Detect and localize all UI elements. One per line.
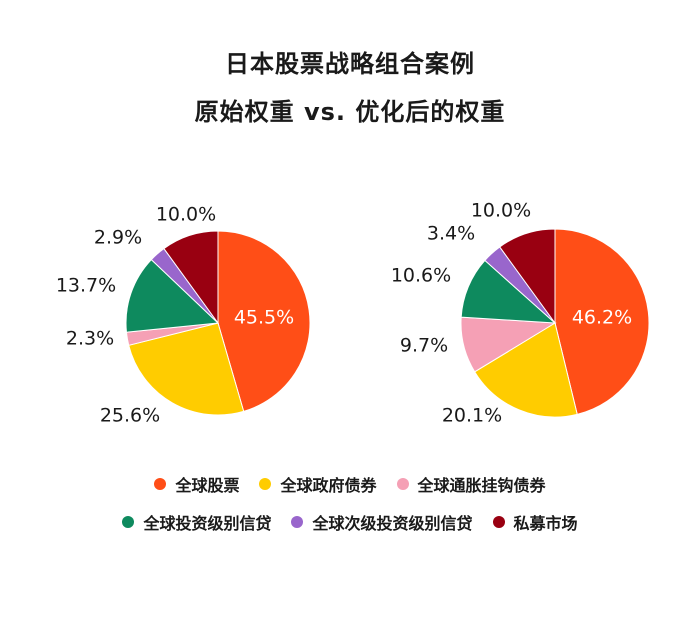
pie1-label-global-sub-ig-credit: 2.9%	[94, 227, 142, 249]
legend-item-private-markets: 私募市场	[492, 510, 578, 534]
pie1-label-global-inflation-linked: 2.3%	[66, 328, 114, 350]
pie2-slice-global-equity	[554, 228, 650, 415]
pie1-slice-global-equity	[217, 230, 311, 412]
legend-item-global-sub-ig-credit: 全球次级投资级别信贷	[291, 510, 473, 534]
legend-swatch	[492, 516, 505, 528]
legend-label: 全球次级投资级别信贷	[312, 514, 473, 533]
pie1-label-global-gov-bonds: 25.6%	[100, 405, 160, 427]
chart-title-line-2: 原始权重 vs. 优化后的权重	[194, 98, 506, 126]
legend-label: 全球股票	[175, 476, 240, 495]
legend-label: 全球政府债券	[280, 476, 377, 495]
legend-swatch	[291, 516, 304, 528]
legend-swatch	[154, 478, 167, 490]
chart-title-line-1: 日本股票战略组合案例	[225, 50, 475, 78]
legend-item-global-equity: 全球股票	[154, 472, 239, 496]
pie1-slice-global-ig-credit	[125, 258, 220, 333]
legend-swatch	[259, 478, 272, 490]
pie2-label-private-markets: 10.0%	[471, 200, 531, 222]
pie2-slice-private-markets	[499, 228, 556, 325]
legend-row-1: 全球股票 全球政府债券 全球通胀挂钩债券	[0, 472, 700, 496]
pie1-slice-private-markets	[163, 230, 219, 325]
legend-label: 全球投资级别信贷	[143, 514, 272, 533]
legend-item-global-gov-bonds: 全球政府债券	[259, 472, 377, 496]
pie2-label-global-ig-credit: 10.6%	[391, 265, 451, 287]
legend-label: 全球通胀挂钩债券	[417, 476, 546, 495]
pie1-label-global-equity: 45.5%	[234, 307, 294, 329]
legend-item-global-inflation-linked: 全球通胀挂钩债券	[396, 472, 546, 496]
pie2-label-global-inflation-linked: 9.7%	[400, 335, 448, 357]
legend-swatch	[122, 516, 135, 528]
legend-item-global-ig-credit: 全球投资级别信贷	[122, 510, 271, 534]
legend-label: 私募市场	[513, 514, 578, 533]
pie1-label-private-markets: 10.0%	[156, 204, 216, 226]
pie2-label-global-equity: 46.2%	[572, 307, 632, 329]
pie2-label-global-gov-bonds: 20.1%	[442, 405, 502, 427]
pie2-label-global-sub-ig-credit: 3.4%	[427, 223, 475, 245]
legend-row-2: 全球投资级别信贷 全球次级投资级别信贷 私募市场	[0, 510, 700, 534]
pie2-slice-global-gov-bonds	[474, 322, 578, 418]
pie1-slice-global-gov-bonds	[128, 322, 245, 416]
pie1-label-global-ig-credit: 13.7%	[56, 275, 116, 297]
legend-swatch	[396, 478, 409, 490]
